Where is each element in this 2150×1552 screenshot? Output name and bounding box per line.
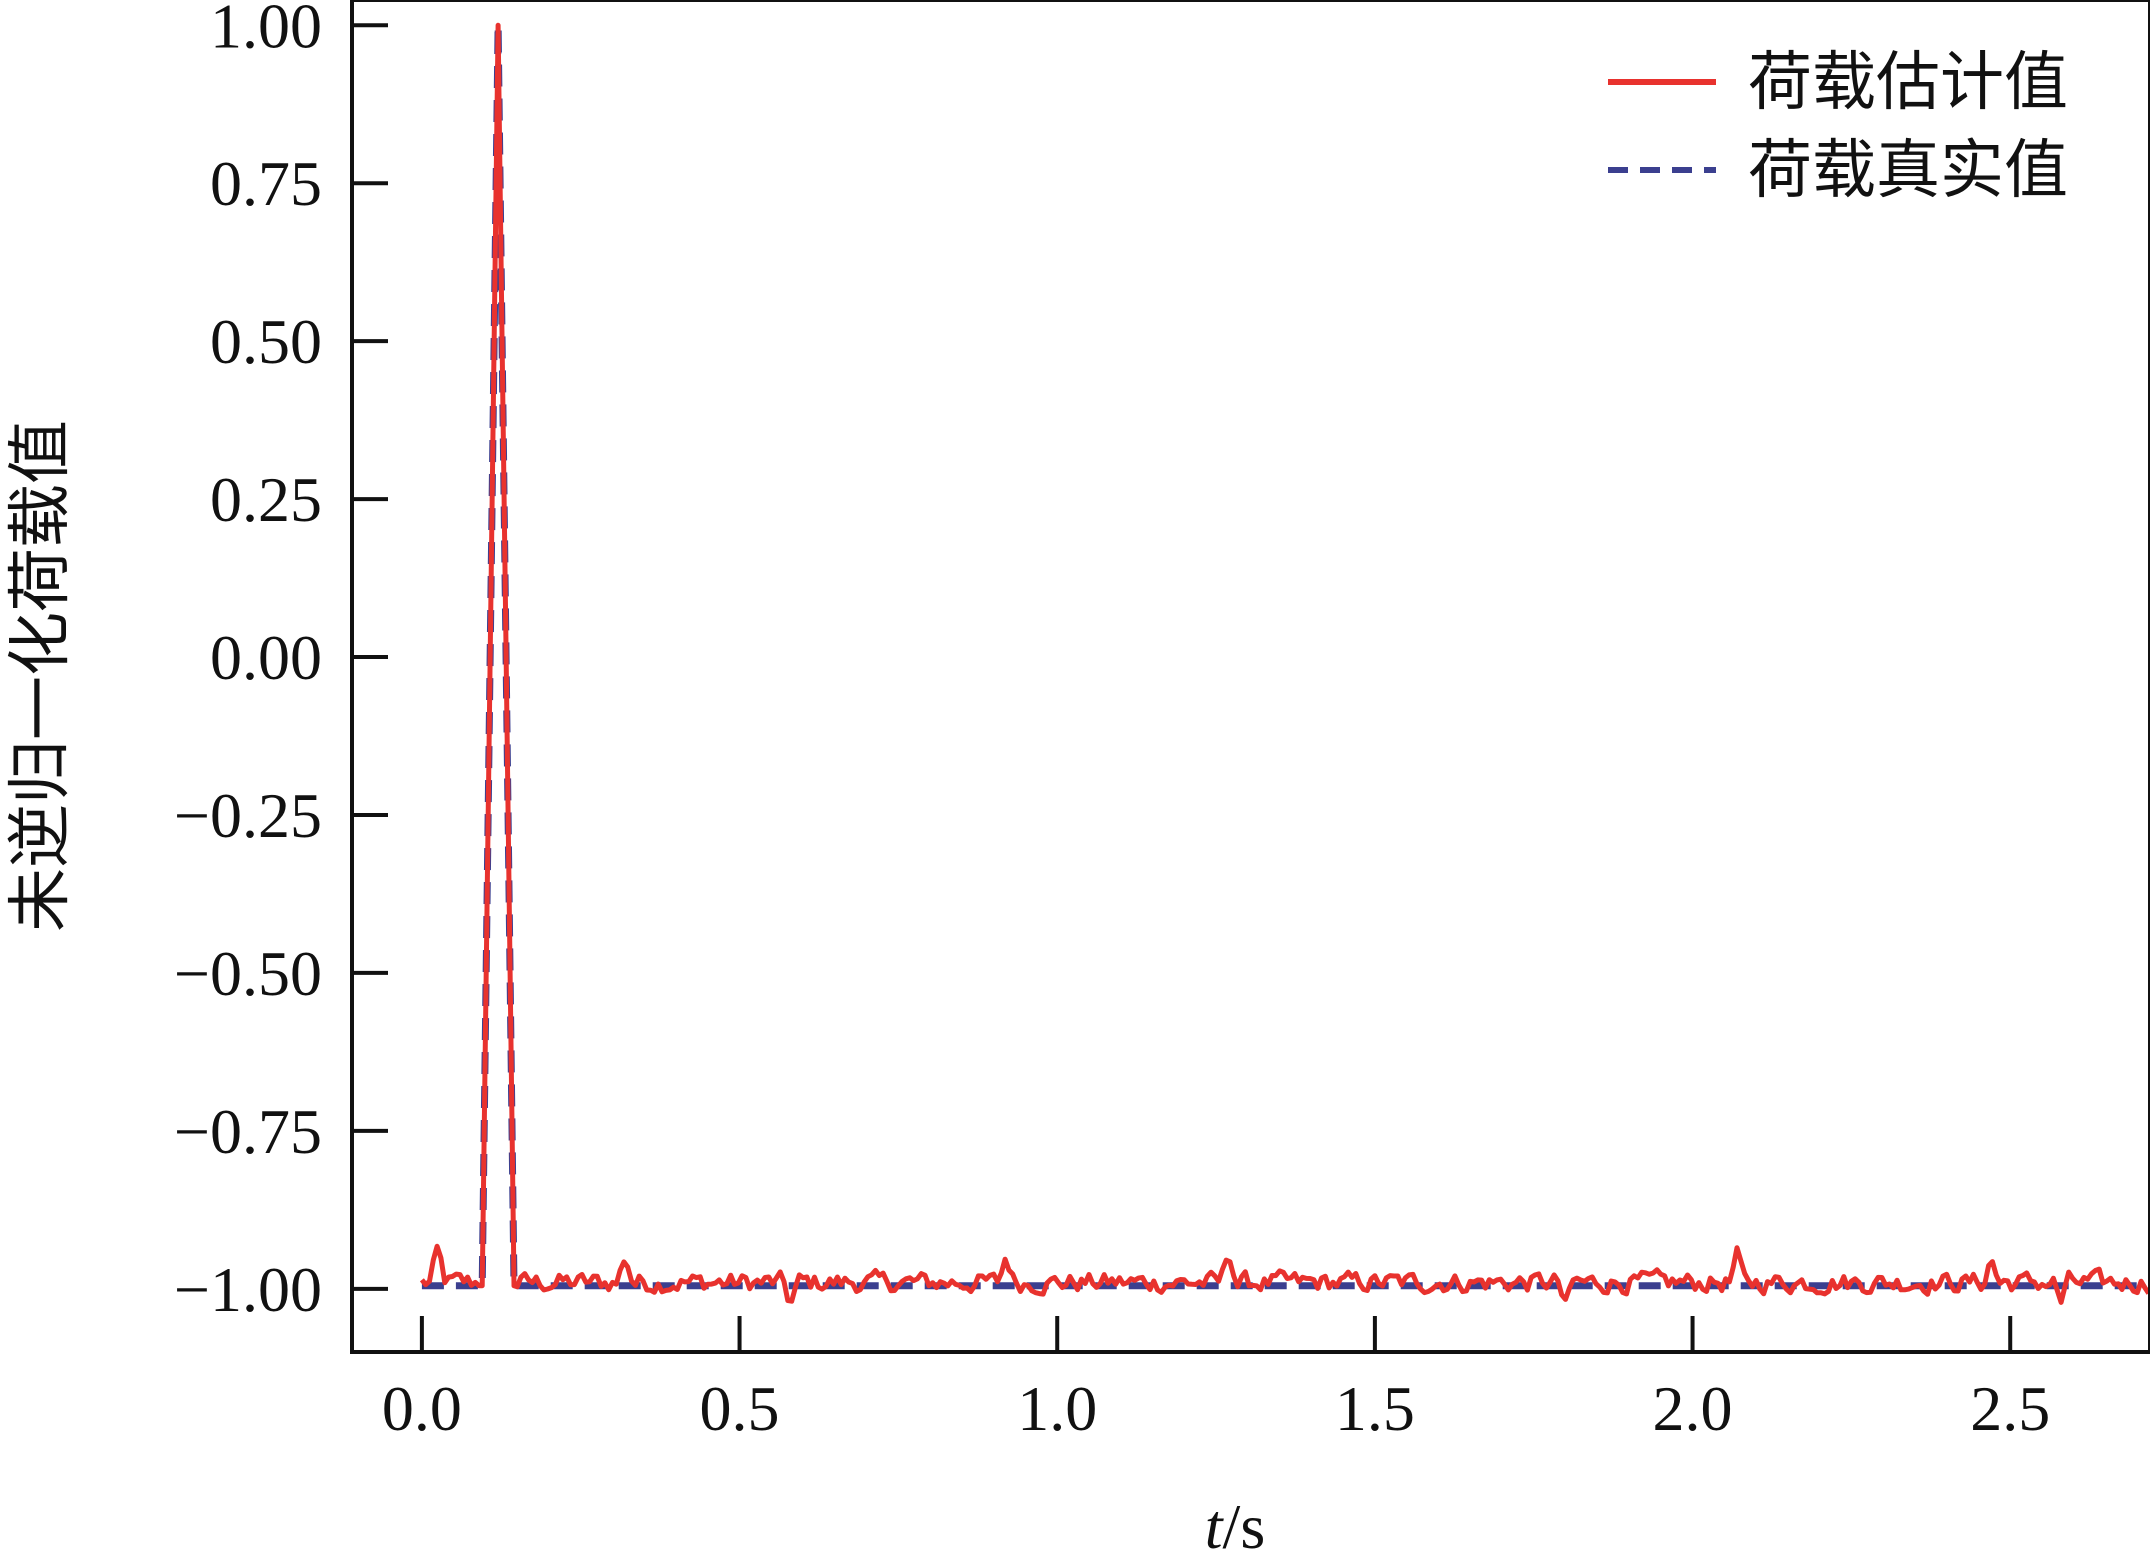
y-tick-label: 0.75 (210, 148, 322, 219)
x-tick-label: 0.5 (700, 1373, 780, 1444)
y-tick-label: −0.25 (174, 780, 322, 851)
y-tick-label: −0.75 (174, 1096, 322, 1167)
x-axis-title-symbol: t (1205, 1491, 1225, 1552)
legend: 荷载估计值 荷载真实值 (1608, 46, 2068, 208)
x-tick-label: 0.0 (382, 1373, 462, 1444)
x-tick-label: 1.5 (1335, 1373, 1415, 1444)
legend-label-true: 荷载真实值 (1748, 134, 2068, 208)
y-tick-label: 1.00 (210, 0, 322, 61)
series-line-estimate (419, 22, 2150, 1305)
plot-frame (350, 0, 2150, 1354)
x-axis-title-unit: /s (1223, 1491, 1266, 1552)
y-tick-label: 0.00 (210, 622, 322, 693)
x-axis-title: t/s (1205, 1491, 1265, 1552)
x-tick-label: 2.0 (1653, 1373, 1733, 1444)
y-tick-label: −0.50 (174, 938, 322, 1009)
plot-area (419, 21, 2150, 1305)
y-tick-label: 0.50 (210, 306, 322, 377)
y-tick-label: −1.00 (174, 1254, 322, 1325)
series-line-true (421, 21, 2150, 1290)
x-axis: 0.0 0.5 1.0 1.5 2.0 2.5 (382, 1316, 2050, 1444)
series-layer (419, 21, 2150, 1305)
y-axis: 1.00 0.75 0.50 0.25 0.00 −0.25 −0.50 −0.75 −1.00 (174, 0, 388, 1325)
legend-label-estimate: 荷载估计值 (1748, 46, 2068, 120)
x-tick-label: 2.5 (1970, 1373, 2050, 1444)
x-tick-label: 1.0 (1017, 1373, 1097, 1444)
y-tick-label: 0.25 (210, 464, 322, 535)
y-axis-title: 未逆归一化荷载值 (4, 420, 78, 932)
